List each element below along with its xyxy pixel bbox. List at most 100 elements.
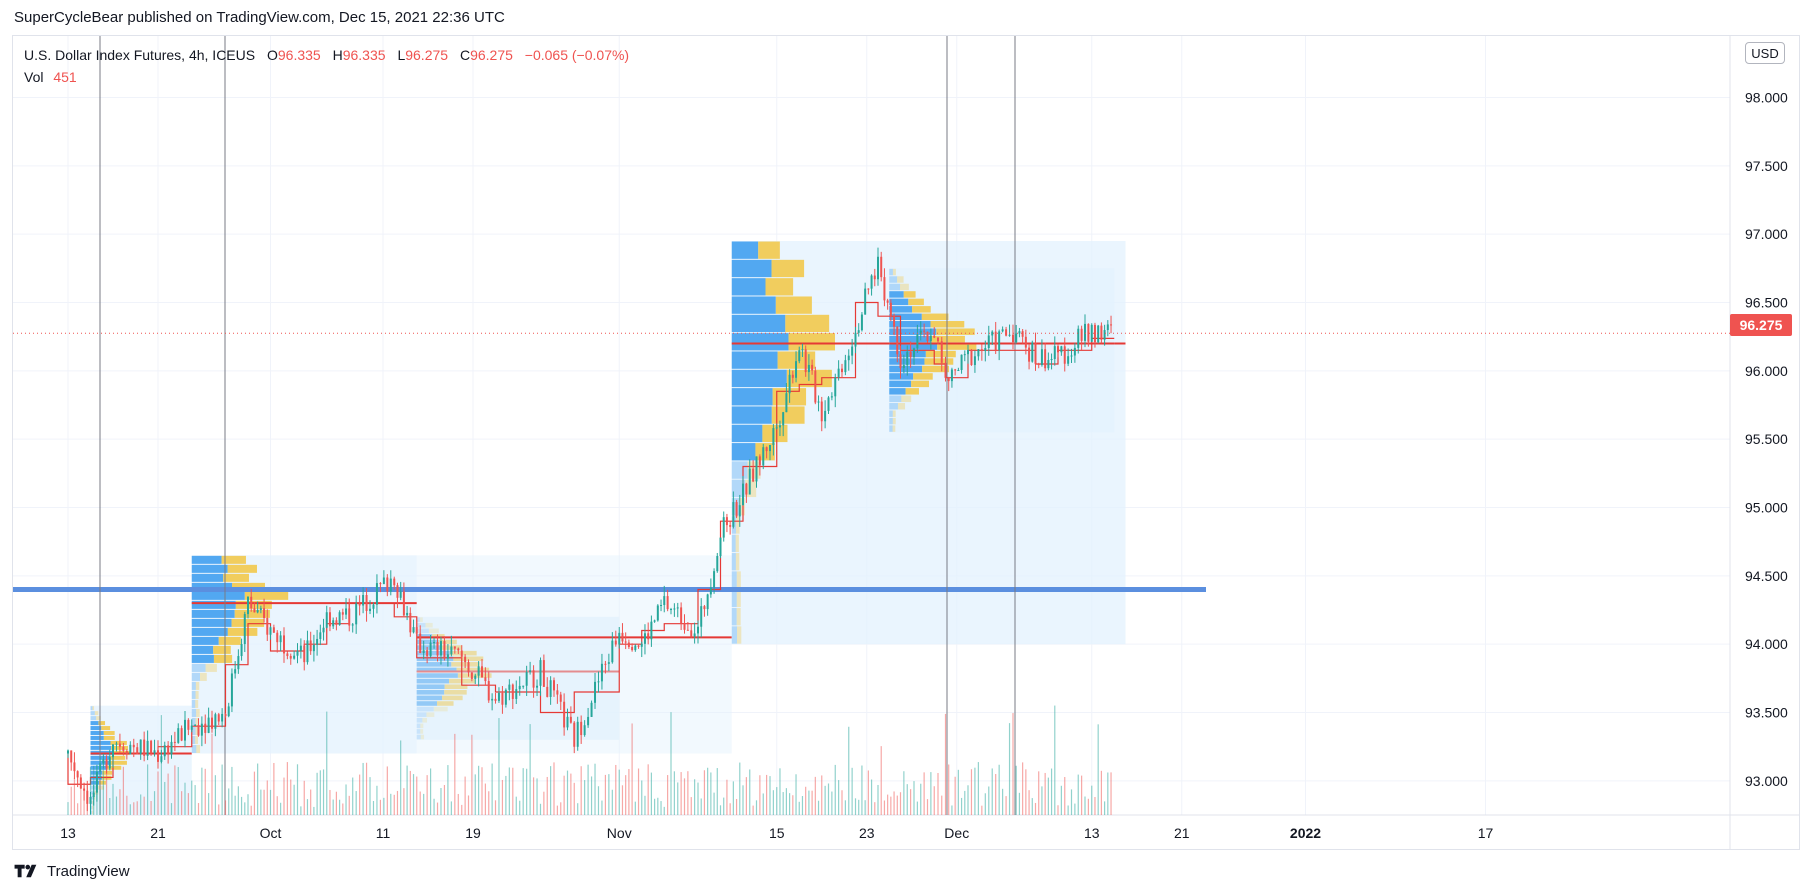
volume-profile-bar-up [731, 369, 787, 388]
candle-body [497, 692, 500, 701]
volume-profile-bar-down [103, 735, 115, 740]
volume-profile-bar-down [102, 770, 113, 775]
candle-body [827, 397, 830, 411]
volume-profile-bar-down [936, 328, 975, 335]
candle-body [621, 632, 624, 642]
candle-body [1100, 325, 1103, 340]
candle-body [1093, 324, 1096, 343]
open-value: 96.335 [277, 47, 321, 63]
y-tick-label: 97.000 [1745, 226, 1788, 242]
candle-body [549, 680, 552, 697]
volume-profile-bar-up [416, 673, 458, 678]
candle-body [889, 302, 892, 317]
candle-body [967, 350, 969, 355]
volume-profile-bar-up [889, 276, 898, 283]
volume-profile-bar-down [912, 306, 931, 313]
candle-body [656, 605, 659, 621]
candle-body [738, 505, 741, 517]
volume-profile-bar-down [420, 723, 424, 729]
y-tick-label: 94.500 [1745, 568, 1788, 584]
candle-body [508, 684, 511, 690]
candle-body [237, 656, 240, 670]
volume-profile-bar-down [92, 800, 94, 805]
candles [67, 247, 1113, 815]
volume-profile-bar-up [416, 645, 442, 650]
volume-profile-bar-up [889, 298, 909, 306]
volume-profile-bar-down [195, 726, 199, 735]
candle-body [99, 763, 102, 772]
candle-body [484, 677, 487, 682]
candle-body [1077, 328, 1080, 348]
volume-profile-bar-down [758, 241, 780, 259]
candle-body [1015, 333, 1018, 343]
volume-profile-bar-up [191, 708, 197, 717]
volume-profile-bar-down [441, 695, 463, 701]
volume-profile-bar-up [90, 795, 94, 800]
volume-profile-bar-up [191, 636, 219, 645]
candle-body [67, 750, 69, 754]
candle-body [804, 349, 807, 373]
volume-profile-bar-up [191, 645, 214, 654]
candle-body [443, 641, 446, 659]
candle-body [204, 723, 207, 733]
volume-profile-bar-up [731, 424, 763, 443]
candle-body [1050, 359, 1053, 361]
candle-body [587, 716, 590, 726]
volume-profile-bar-up [416, 734, 421, 740]
volume-profile-bar-up [889, 343, 938, 350]
symbol-name[interactable]: U.S. Dollar Index Futures, 4h, ICEUS [24, 47, 256, 63]
candle-body [1087, 323, 1090, 342]
candle-body [916, 334, 919, 349]
candle-body [1018, 331, 1021, 334]
candle-body [525, 672, 528, 686]
candle-body [153, 750, 156, 754]
candle-body [150, 740, 153, 754]
candle-body [348, 608, 351, 626]
volume-profile-bar-up [416, 729, 421, 734]
x-tick-label: 17 [1478, 825, 1494, 841]
candle-body [977, 349, 980, 357]
candle-body [1028, 347, 1031, 362]
volume-profile-bar-down [420, 617, 423, 622]
candle-body [460, 650, 463, 657]
volume-profile-bar-up [90, 731, 104, 735]
candle-body [748, 468, 751, 495]
volume-profile-bar-up [889, 321, 931, 328]
volume-profile-bar-down [92, 805, 94, 810]
volume-profile-bar-down [235, 600, 272, 609]
candle-body [108, 757, 111, 769]
candle-body [614, 640, 617, 645]
volume-profile-bar-up [731, 461, 748, 479]
candle-body [725, 517, 728, 526]
candle-body [375, 583, 378, 605]
candle-body [180, 728, 183, 741]
x-tick-label: 11 [376, 825, 391, 841]
volume-profile-bar-up [191, 609, 235, 618]
x-tick-label: 15 [769, 825, 785, 841]
footer-brand[interactable]: TradingView [13, 862, 130, 880]
candle-body [580, 721, 583, 736]
volume-profile-bar-down [771, 406, 805, 424]
candle-body [316, 638, 319, 645]
volume-profile-bar-up [416, 706, 434, 712]
candle-body [457, 648, 460, 651]
candle-body [745, 483, 748, 495]
volume-profile-bar-down [110, 760, 127, 765]
candle-body [1070, 355, 1073, 357]
volume-profile-bar-down [97, 785, 105, 790]
volume-profile-bar-up [191, 627, 228, 636]
candle-body [973, 356, 976, 366]
candle-body [867, 288, 870, 290]
volume-profile-bar-down [218, 636, 241, 645]
volume-profile-bar-down [444, 684, 468, 690]
candle-body [954, 369, 957, 371]
candle-body [362, 595, 365, 606]
volume-profile-bar-down [213, 645, 231, 654]
currency-button[interactable]: USD [1745, 42, 1785, 64]
candle-body [332, 620, 335, 627]
candle-body [132, 744, 135, 748]
volume-profile-bar-down [109, 755, 126, 760]
candle-body [697, 626, 699, 634]
volume-profile-bar-up [416, 678, 449, 684]
